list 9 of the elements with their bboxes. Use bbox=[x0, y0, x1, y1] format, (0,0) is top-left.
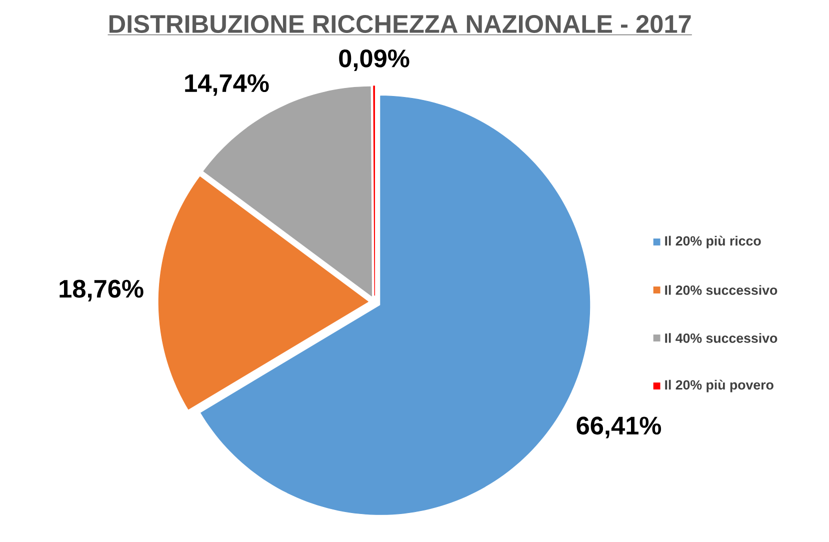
legend-label: Il 20% più povero bbox=[665, 380, 774, 392]
data-label: 0,09% bbox=[339, 49, 410, 72]
data-label: 14,74% bbox=[185, 74, 269, 96]
data-label: 66,41% bbox=[576, 416, 662, 438]
legend-label: Il 40% successivo bbox=[665, 333, 778, 343]
legend-label: Il 20% più ricco bbox=[665, 236, 761, 248]
chart-title: DISTRIBUZIONE RICCHEZZA NAZIONALE - 2017 bbox=[109, 15, 691, 33]
legend-label: Il 20% successivo bbox=[665, 285, 778, 295]
data-label: 18,76% bbox=[60, 280, 144, 302]
